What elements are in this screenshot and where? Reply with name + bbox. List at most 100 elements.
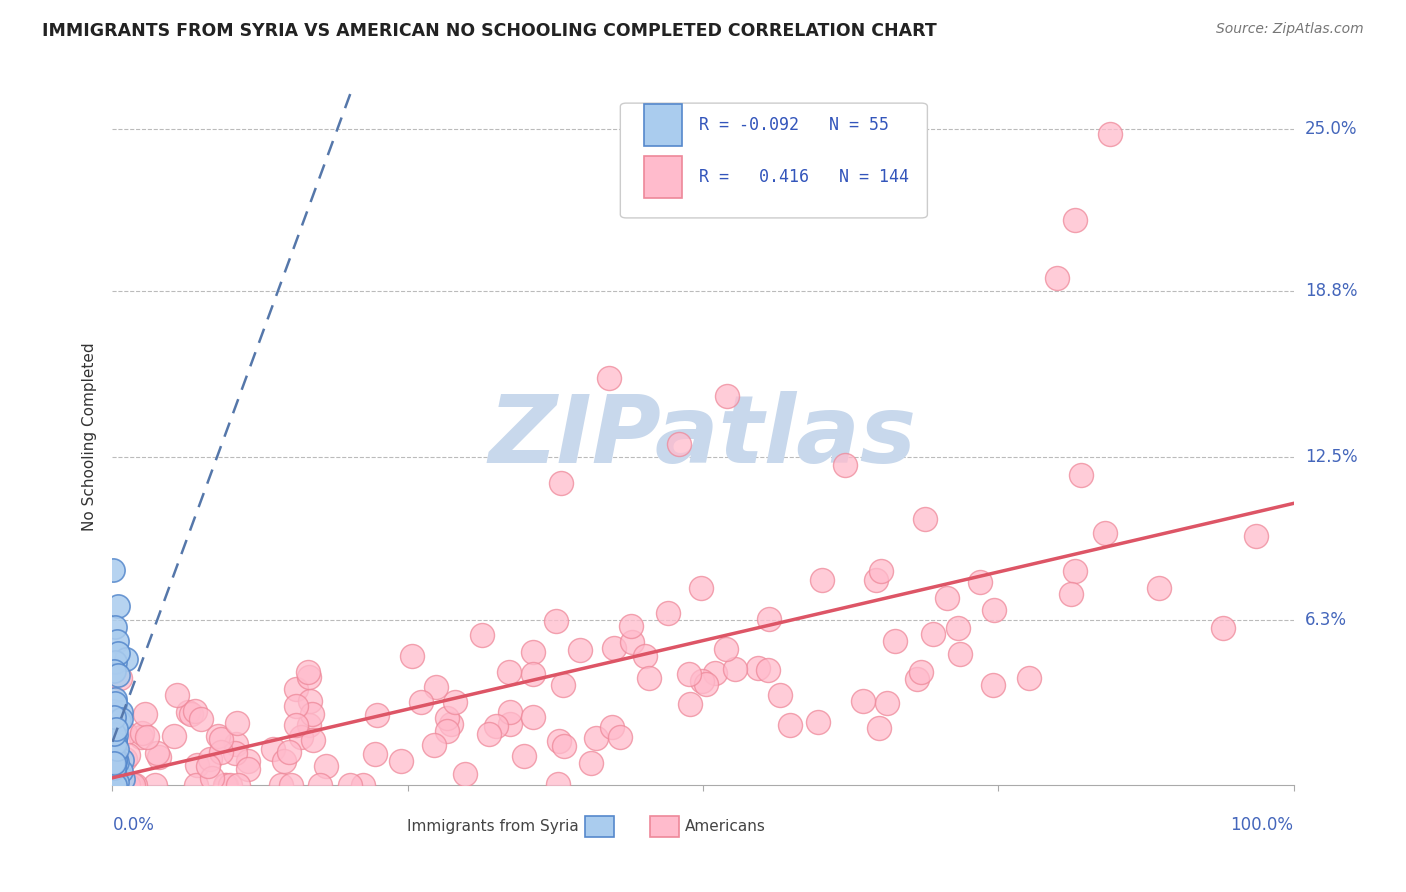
Point (214, 778, 236, 792)
Point (689, 581, 711, 595)
Point (103, 719, 125, 733)
Point (111, 754, 134, 768)
Point (104, 778, 127, 792)
Point (101, 563, 124, 577)
Point (454, 766, 477, 780)
Point (101, 704, 124, 718)
Point (714, 642, 737, 657)
Point (105, 755, 128, 769)
Point (522, 710, 544, 724)
Point (197, 758, 219, 772)
Text: 18.8%: 18.8% (1305, 283, 1357, 301)
Point (177, 706, 200, 720)
Point (679, 697, 702, 711)
Point (910, 665, 932, 679)
Point (186, 758, 208, 772)
Point (471, 628, 494, 642)
Point (107, 667, 129, 681)
Point (769, 688, 792, 702)
Point (498, 717, 520, 731)
Point (568, 642, 591, 657)
Point (548, 734, 571, 748)
Point (284, 718, 307, 732)
Point (184, 704, 207, 718)
Point (103, 776, 125, 790)
Point (704, 665, 727, 680)
Point (134, 706, 156, 721)
Point (621, 635, 644, 649)
Point (678, 667, 700, 681)
Point (180, 707, 202, 722)
Point (135, 730, 157, 744)
Point (105, 722, 128, 736)
Point (865, 573, 887, 587)
Point (107, 599, 129, 614)
Point (105, 728, 128, 742)
Point (603, 641, 626, 656)
Point (352, 778, 374, 792)
Point (225, 715, 247, 730)
Point (1212, 621, 1234, 635)
Point (949, 647, 972, 661)
Point (219, 778, 242, 792)
Point (131, 731, 153, 745)
Point (834, 458, 856, 472)
Point (166, 688, 188, 702)
Point (983, 602, 1005, 616)
Point (103, 726, 125, 740)
Point (209, 745, 232, 759)
Point (101, 776, 124, 790)
Point (104, 763, 127, 777)
Point (103, 764, 125, 778)
Point (273, 754, 295, 768)
Text: Source: ZipAtlas.com: Source: ZipAtlas.com (1216, 22, 1364, 37)
Point (668, 436, 690, 450)
Point (436, 711, 458, 725)
Point (103, 765, 125, 780)
Point (103, 760, 125, 774)
Text: 12.5%: 12.5% (1305, 448, 1357, 466)
Point (922, 627, 945, 641)
Point (513, 749, 536, 764)
Point (103, 756, 125, 770)
Point (278, 745, 301, 759)
Point (758, 612, 780, 626)
Point (105, 767, 128, 781)
Point (148, 750, 170, 764)
Point (657, 606, 679, 620)
Point (105, 719, 128, 733)
Point (876, 696, 898, 710)
Point (1064, 565, 1087, 579)
Point (105, 775, 128, 789)
Point (807, 714, 830, 729)
Point (103, 715, 125, 730)
Point (104, 752, 127, 766)
FancyBboxPatch shape (644, 104, 682, 146)
Point (547, 777, 569, 791)
Point (112, 772, 135, 787)
Point (215, 778, 238, 792)
Point (104, 752, 127, 766)
Point (401, 648, 423, 663)
Point (339, 778, 361, 792)
Point (935, 591, 957, 605)
Point (695, 677, 717, 691)
Point (103, 753, 125, 767)
Point (299, 694, 322, 708)
Point (298, 670, 321, 684)
FancyBboxPatch shape (644, 156, 682, 198)
Point (485, 719, 508, 733)
Point (1147, 581, 1170, 595)
Point (285, 682, 308, 697)
Point (522, 645, 544, 659)
Point (290, 730, 312, 744)
Point (117, 778, 139, 792)
Point (905, 672, 928, 686)
Point (184, 778, 207, 792)
Point (101, 724, 124, 739)
Point (114, 751, 136, 765)
Point (440, 716, 463, 731)
Point (884, 634, 907, 648)
Text: IMMIGRANTS FROM SYRIA VS AMERICAN NO SCHOOLING COMPLETED CORRELATION CHART: IMMIGRANTS FROM SYRIA VS AMERICAN NO SCH… (42, 22, 936, 40)
Point (104, 692, 127, 706)
